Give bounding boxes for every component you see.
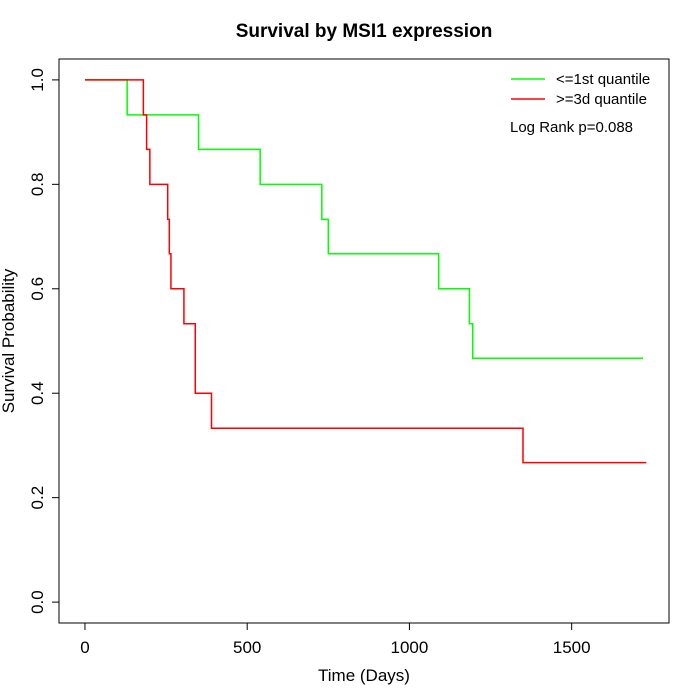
log-rank-annotation: Log Rank p=0.088 xyxy=(510,119,633,136)
y-tick-label: 0.0 xyxy=(28,590,47,614)
y-tick-label: 0.6 xyxy=(28,277,47,301)
x-tick-label: 0 xyxy=(80,638,89,657)
x-tick-label: 1000 xyxy=(391,638,429,657)
y-axis: 0.0 0.2 0.4 0.6 0.8 1.0 xyxy=(28,68,60,614)
x-tick-label: 1500 xyxy=(553,638,591,657)
y-tick-label: 1.0 xyxy=(28,68,47,92)
y-tick-label: 0.2 xyxy=(28,486,47,510)
x-axis-label: Time (Days) xyxy=(318,666,410,685)
series-line-1 xyxy=(84,79,644,359)
plot-frame xyxy=(58,58,670,624)
legend: <=1st quantile >=3d quantile xyxy=(511,71,650,108)
legend-label-1: <=1st quantile xyxy=(556,71,650,88)
x-tick-label: 500 xyxy=(233,638,261,657)
chart-title: Survival by MSI1 expression xyxy=(236,21,493,42)
series-layer xyxy=(84,79,647,464)
y-tick-label: 0.4 xyxy=(28,381,47,405)
x-axis: 0 500 1000 1500 xyxy=(80,622,591,657)
legend-label-2: >=3d quantile xyxy=(556,91,647,108)
series-line-2 xyxy=(84,79,647,464)
y-tick-label: 0.8 xyxy=(28,173,47,197)
y-axis-label: Survival Probability xyxy=(0,268,18,413)
